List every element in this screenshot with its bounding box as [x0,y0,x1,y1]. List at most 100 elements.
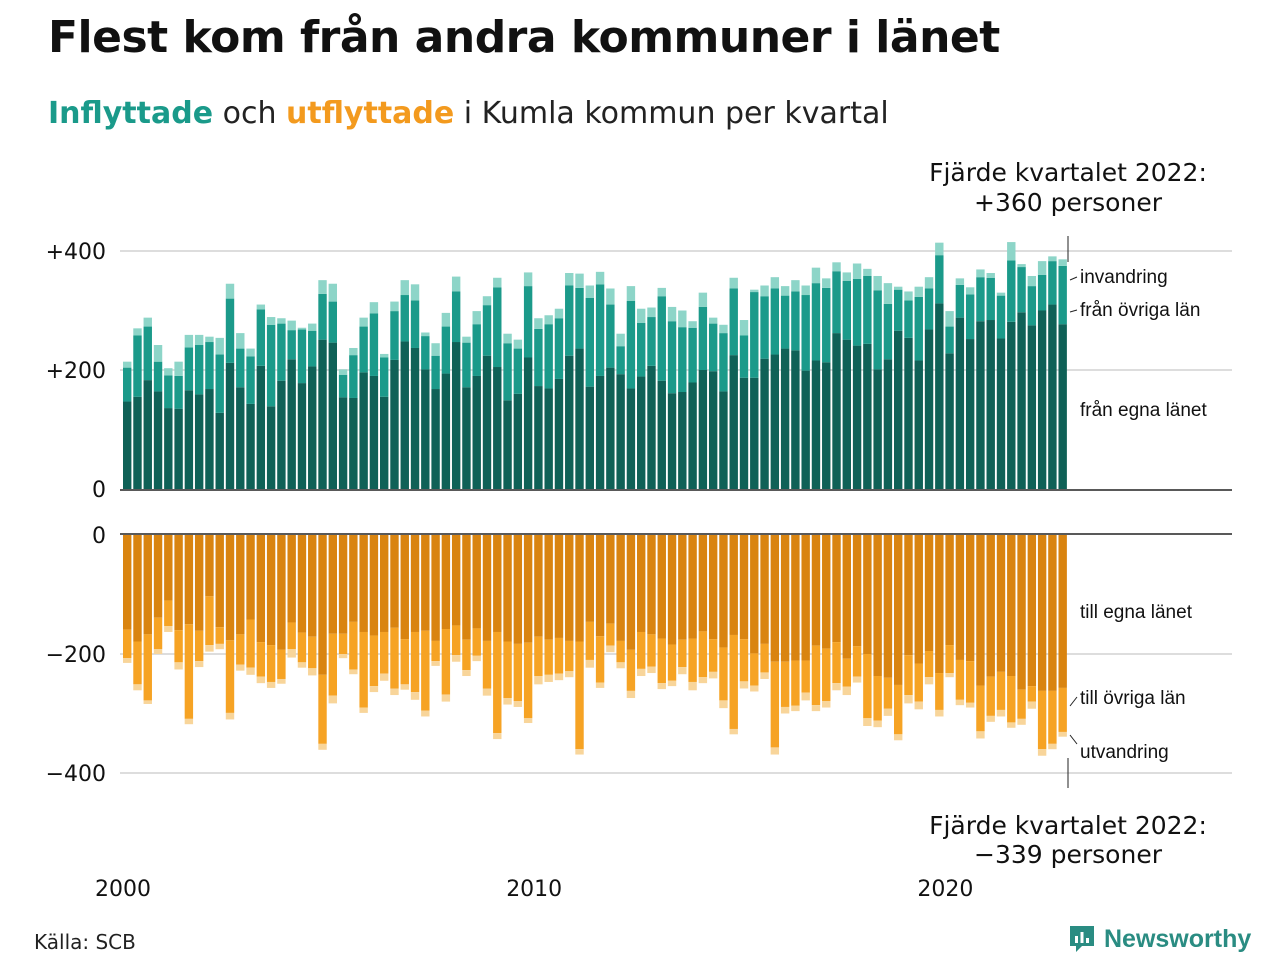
bar-inflow-2-55 [688,321,697,328]
bar-outflow-1-17 [297,632,307,663]
bar-outflow-0-87 [1017,535,1026,690]
brand-logo[interactable]: Newsworthy [1068,924,1251,954]
bar-outflow-1-4 [164,600,173,627]
bar-outflow-1-40 [534,636,543,677]
bar-outflow-0-40 [534,535,543,637]
bar-inflow-0-31 [441,373,451,489]
bar-inflow-0-68 [822,362,831,489]
bar-inflow-0-25 [380,396,389,489]
bar-outflow-2-25 [380,673,389,681]
bar-inflow-2-68 [822,278,831,288]
bar-inflow-0-17 [297,383,307,489]
bar-outflow-0-52 [657,535,666,639]
bar-outflow-0-48 [616,535,625,641]
bar-outflow-2-39 [523,718,533,724]
bar-inflow-0-58 [719,391,728,489]
bar-inflow-0-12 [246,403,255,489]
bar-inflow-0-87 [1017,312,1026,489]
bar-outflow-2-55 [688,681,697,691]
bar-inflow-2-16 [287,320,296,331]
bar-inflow-0-39 [523,357,533,489]
bar-inflow-2-89 [1037,261,1047,275]
bar-inflow-0-67 [811,360,821,489]
bar-inflow-1-55 [688,327,697,383]
bar-outflow-1-48 [616,640,625,663]
bar-inflow-0-9 [215,412,224,489]
bar-outflow-1-65 [791,660,800,706]
bar-outflow-2-19 [318,743,327,750]
bar-outflow-2-70 [842,686,851,696]
label-fran-egna-lanet: från egna länet [1080,400,1207,421]
newsworthy-logo-icon [1070,926,1094,952]
bar-outflow-1-32 [451,625,461,656]
bar-inflow-2-31 [441,312,451,327]
bar-inflow-2-63 [770,277,780,289]
bar-inflow-0-43 [565,355,574,489]
bar-inflow-1-32 [451,291,461,343]
bar-outflow-0-3 [153,535,163,618]
bar-outflow-2-67 [811,705,821,712]
bar-outflow-0-80 [945,535,954,646]
label-invandring: invandring [1080,267,1168,288]
bar-outflow-0-8 [205,535,214,597]
bar-outflow-0-88 [1027,535,1037,687]
bar-outflow-1-68 [822,648,831,701]
bar-inflow-1-77 [914,296,923,361]
bar-outflow-0-44 [575,535,584,642]
bar-outflow-0-29 [421,535,430,631]
bar-inflow-2-86 [1007,242,1016,261]
bar-outflow-2-48 [616,662,625,669]
bar-outflow-2-36 [493,733,502,740]
bar-outflow-1-29 [421,630,430,711]
bar-inflow-0-56 [698,370,708,489]
label-till-ovriga-lan: till övriga län [1080,688,1186,709]
bar-inflow-1-40 [534,328,543,387]
bar-inflow-0-6 [184,390,194,489]
bar-outflow-2-16 [287,649,296,658]
bar-outflow-0-14 [266,535,276,646]
bar-inflow-0-23 [359,372,368,489]
bar-inflow-1-63 [770,288,780,355]
bar-inflow-1-21 [338,374,348,398]
bar-outflow-1-54 [678,639,687,668]
bar-inflow-0-52 [657,380,666,489]
bar-outflow-2-35 [482,688,492,696]
bar-inflow-1-90 [1048,261,1057,305]
bar-outflow-0-45 [585,535,594,622]
bar-outflow-0-89 [1037,535,1047,691]
bar-inflow-0-53 [667,393,677,489]
bar-inflow-0-69 [832,333,841,489]
annotation-bottom-line2: −339 personer [974,840,1163,869]
bar-outflow-1-26 [390,627,399,689]
bar-inflow-0-48 [616,374,625,489]
bar-inflow-2-69 [832,262,841,272]
bar-inflow-1-43 [565,285,574,356]
bar-inflow-0-42 [554,378,564,489]
bar-outflow-0-10 [225,535,235,641]
bar-outflow-2-5 [174,662,183,670]
bar-outflow-0-49 [626,535,636,650]
bar-outflow-2-64 [780,706,790,714]
bar-outflow-1-24 [369,635,379,687]
bar-inflow-1-89 [1037,274,1047,311]
bar-outflow-1-71 [852,646,862,677]
bar-inflow-0-29 [421,369,430,489]
bar-inflow-0-88 [1027,325,1037,490]
bar-outflow-0-26 [390,535,399,628]
bar-outflow-2-73 [873,720,882,728]
bar-outflow-0-15 [277,535,286,650]
bar-inflow-0-14 [266,406,276,489]
bar-outflow-0-66 [801,535,810,661]
bar-inflow-2-11 [236,333,245,349]
bar-inflow-1-56 [698,306,708,370]
bar-inflow-0-80 [945,353,954,489]
bar-inflow-0-57 [708,371,718,489]
bar-inflow-2-23 [359,317,368,327]
bar-inflow-0-64 [780,348,790,489]
bar-outflow-2-6 [184,718,194,725]
bar-inflow-1-79 [935,255,944,304]
bar-inflow-2-38 [513,339,523,349]
bar-outflow-0-69 [832,535,841,643]
bar-inflow-2-80 [945,311,954,327]
bar-outflow-0-4 [164,535,173,601]
